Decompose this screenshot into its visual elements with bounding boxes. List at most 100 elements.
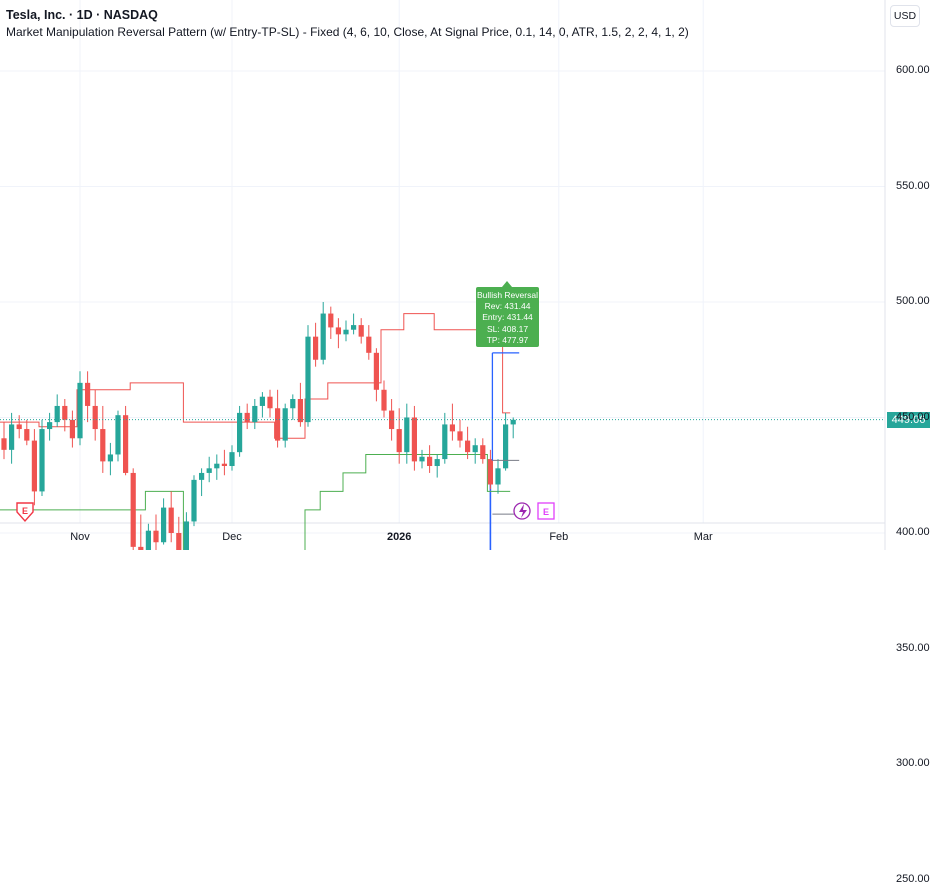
signal-line: TP: 477.97 [486, 334, 529, 345]
candles [1, 302, 516, 550]
candle-body [358, 325, 364, 337]
indicator-legend[interactable]: Market Manipulation Reversal Pattern (w/… [6, 25, 689, 39]
candle-body [275, 408, 281, 441]
candle-body [1, 438, 7, 450]
entry-tp-sl [491, 352, 520, 515]
candle-body [54, 405, 60, 423]
candle-body [457, 431, 463, 441]
earnings-icon[interactable]: E [16, 502, 34, 523]
candle-body [259, 396, 265, 406]
candle-body [487, 459, 493, 485]
bullish-reversal-label: Bullish Reversal Rev: 431.44 Entry: 431.… [476, 281, 539, 347]
candle-body [472, 445, 478, 453]
svg-text:E: E [22, 506, 28, 516]
candle-body [16, 424, 22, 430]
candle-body [290, 399, 296, 409]
candle-body [305, 336, 311, 423]
candle-body [480, 445, 486, 460]
earnings-upcoming-icon[interactable]: E [537, 502, 555, 520]
price-tick-label: 550.00 [896, 179, 930, 192]
candle-body [351, 325, 357, 330]
price-tick-label: 350.00 [896, 641, 930, 654]
candle-body [176, 533, 182, 550]
candle-body [252, 405, 258, 423]
candle-body [47, 422, 53, 430]
candle-body [282, 408, 288, 441]
signal-line: Bullish Reversal [477, 290, 538, 300]
chart-title: Tesla, Inc. · 1D · NASDAQ [6, 8, 158, 22]
candle-body [221, 463, 227, 467]
events-lightning-icon[interactable] [513, 502, 531, 520]
time-tick-label: Mar [693, 531, 713, 543]
price-axis-panel[interactable] [885, 0, 932, 550]
candle-body [328, 313, 334, 328]
candle-body [161, 507, 167, 543]
candle-body [503, 424, 509, 469]
price-tick-label: 500.00 [896, 295, 930, 307]
candle-body [115, 415, 121, 455]
candle-body [419, 456, 425, 462]
price-tick-label: 450.00 [896, 410, 930, 423]
signal-line: Rev: 431.44 [484, 301, 531, 312]
candle-body [373, 352, 379, 390]
candle-body [237, 412, 243, 453]
candle-body [396, 429, 402, 453]
candle-body [183, 521, 189, 550]
candle-body [168, 507, 174, 533]
candle-body [335, 327, 341, 335]
time-tick-label: Nov [70, 531, 90, 543]
candle-body [92, 405, 98, 430]
signal-line: Entry: 431.44 [482, 312, 533, 323]
candle-body [313, 336, 319, 360]
time-tick-label: Dec [222, 531, 242, 543]
candle-body [145, 530, 151, 550]
signal-line: SL: 408.17 [486, 323, 529, 334]
candle-body [449, 424, 455, 432]
time-tick-label: Feb [549, 531, 569, 543]
price-tick-label: 600.00 [896, 64, 930, 76]
candle-body [229, 452, 235, 467]
upper-band-line [0, 313, 511, 439]
last-price-badge: 449.06 [887, 411, 930, 428]
candle-body [130, 472, 136, 547]
candle-body [199, 472, 205, 480]
candle-body [267, 396, 273, 409]
candle-body [191, 479, 197, 522]
price-tick-label: 250.00 [896, 872, 930, 885]
candle-body [31, 440, 37, 492]
candle-body [343, 329, 349, 335]
candle-body [153, 530, 159, 543]
candle-body [77, 382, 83, 439]
candle-body [381, 389, 387, 411]
candle-body [465, 440, 471, 453]
candle-body [320, 313, 326, 360]
candle-body [24, 429, 30, 441]
candle-body [138, 546, 144, 550]
candle-body [404, 417, 410, 453]
candle-body [100, 429, 106, 462]
gridlines [0, 0, 885, 534]
candle-body [297, 399, 303, 423]
candle-body [107, 454, 113, 462]
band-lines [0, 313, 511, 550]
candle-body [62, 405, 68, 420]
candle-body [434, 459, 440, 467]
candle-body [85, 382, 91, 406]
candle-body [69, 419, 75, 439]
price-tick-label: 300.00 [896, 757, 930, 769]
candle-body [123, 415, 129, 473]
candle-body [214, 463, 220, 469]
candle-body [411, 417, 417, 462]
time-tick-label: 2026 [386, 531, 412, 543]
candle-body [442, 424, 448, 460]
chart-plot[interactable]: E E [0, 0, 932, 550]
candle-body [39, 429, 45, 492]
candle-body [510, 419, 516, 425]
svg-text:E: E [543, 507, 549, 517]
candle-body [389, 410, 395, 430]
candle-body [427, 456, 433, 467]
candle-body [244, 412, 250, 423]
candle-body [495, 468, 501, 485]
lower-band-line [0, 454, 511, 550]
currency-button[interactable]: USD [890, 5, 920, 27]
